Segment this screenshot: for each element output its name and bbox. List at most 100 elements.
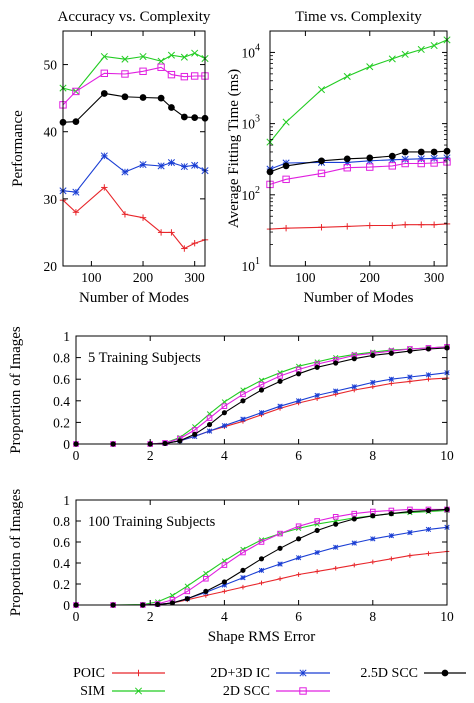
cdf5-ytick-label-1: 0.2 — [53, 415, 70, 430]
cdf100-point-2d-scc-5 — [184, 588, 191, 595]
accuracy-xtick-label-300: 300 — [185, 270, 206, 285]
cdf100-point-poic-11 — [296, 572, 301, 577]
cdf100-point-2d-3d-ic-15 — [370, 536, 376, 542]
cdf100-point-2d-3d-ic-9 — [258, 567, 265, 574]
cdf100-point-poic-17 — [407, 553, 413, 558]
accuracy-chart: 100 200 300 20 30 40 50 Accuracy vs. Complexity… — [10, 9, 211, 306]
cdf100-point-poic-9 — [259, 580, 264, 586]
cdf100-point-2d-3d-ic-12 — [314, 549, 320, 556]
accuracy-point-2d-3d-ic-4-d2 — [139, 161, 147, 169]
cdf5-ytick-label-4: 0.8 — [53, 351, 70, 366]
cdf5-point-2d-3d-ic-18-d2 — [425, 372, 432, 378]
accuracy-point-poic-7 — [181, 245, 188, 252]
cdf5-point-2d-scc-10-box — [277, 373, 283, 379]
time-point-poic-8 — [430, 221, 438, 228]
cdf5-point-2d-3d-ic-15 — [370, 379, 376, 386]
accuracy-point-sim-8 — [191, 49, 199, 57]
cdf100-point-2d-3d-ic-12-d2 — [314, 549, 320, 556]
cdf100-annotation: 100 Training Subjects — [88, 514, 216, 530]
cdf100-point-2-5d-scc-3-circle — [155, 601, 161, 608]
cdf5-point-2d-3d-ic-13 — [333, 388, 339, 394]
time-point-2-5d-scc-2 — [318, 157, 325, 165]
accuracy-point-2d-scc-2-box — [100, 69, 109, 77]
cdf100-point-2-5d-scc-10 — [277, 545, 283, 551]
time-line-poic — [269, 223, 448, 230]
legend-item-sim-marker-d2 — [134, 687, 143, 695]
accuracy-point-2d-3d-ic-6-d2 — [167, 159, 175, 167]
cdf100-point-2d-scc-7-box — [221, 562, 228, 568]
time-chart: 100 200 300 101 102 103 104 Time vs. Complexity… — [226, 9, 451, 306]
accuracy-point-sim-6 — [167, 51, 175, 59]
time-point-sim-3-d2 — [343, 72, 351, 80]
time-point-2-5d-scc-1 — [282, 162, 290, 170]
cdf100-point-2d-3d-ic-13 — [333, 544, 339, 550]
cdf100-xlabel: Shape RMS Error — [208, 629, 316, 645]
accuracy-point-poic-8 — [191, 239, 198, 247]
cdf5-xtick-label-6: 6 — [295, 448, 302, 463]
cdf5-point-2-5d-scc-9 — [258, 387, 265, 393]
accuracy-point-2-5d-scc-6 — [168, 104, 175, 111]
legend-item-2d-3d-ic: 2D+3D IC — [210, 666, 330, 681]
cdf100-point-2d-3d-ic-10-d2 — [277, 561, 283, 567]
cdf100-point-poic-12 — [314, 569, 320, 574]
time-point-poic-4 — [366, 222, 373, 229]
cdf5-point-2d-3d-ic-9 — [258, 410, 265, 416]
accuracy-point-2d-3d-ic-1 — [72, 188, 80, 196]
accuracy-ytick-label-3: 50 — [44, 58, 58, 73]
time-point-2d-scc-2-box — [317, 169, 326, 178]
cdf100-point-2-5d-scc-5-circle — [184, 596, 190, 602]
cdf100-ytick-label-4: 0.8 — [53, 514, 70, 529]
time-point-2-5d-scc-3-circle — [343, 155, 351, 163]
legend-item-2d-scc-marker-box — [299, 687, 307, 695]
cdf100-point-poic-8 — [240, 584, 246, 590]
cdf100-point-2-5d-scc-12 — [314, 527, 320, 534]
cdf5-point-2-5d-scc-4-circle — [177, 438, 183, 444]
cdf5-point-sim-11 — [295, 363, 302, 369]
cdf100-point-2-5d-scc-17-circle — [407, 508, 413, 515]
cdf100-point-poic-16 — [389, 556, 394, 562]
cdf5-point-2-5d-scc-5 — [192, 431, 198, 437]
accuracy-point-2-5d-scc-2 — [100, 90, 108, 97]
cdf5-point-sim-10-d2 — [277, 370, 283, 376]
time-point-2d-3d-ic-8 — [430, 154, 438, 162]
accuracy-point-2d-3d-ic-8-d2 — [191, 161, 199, 169]
cdf100-point-2d-3d-ic-13-d2 — [333, 544, 339, 550]
cdf100-point-sim-6 — [203, 570, 209, 577]
time-point-poic-7 — [418, 221, 425, 228]
cdf100-xtick-label-0: 0 — [73, 609, 80, 624]
legend-item-sim-label: SIM — [80, 684, 105, 699]
cdf5-point-2-5d-scc-18 — [425, 346, 432, 352]
accuracy-point-poic-5 — [157, 229, 165, 236]
cdf100-point-2d-scc-7 — [221, 562, 228, 568]
accuracy-frame — [62, 30, 206, 267]
cdf5-point-2-5d-scc-18-circle — [425, 346, 432, 352]
cdf5-point-poic-16 — [389, 381, 394, 386]
accuracy-ytick-label-2: 40 — [44, 125, 58, 140]
cdf5-point-2-5d-scc-13 — [333, 360, 339, 366]
time-title: Time vs. Complexity — [295, 9, 422, 25]
accuracy-ytick-label-1: 30 — [44, 192, 58, 207]
cdf100-point-2-5d-scc-6 — [203, 588, 209, 594]
cdf5-point-2-5d-scc-17 — [407, 348, 413, 354]
time-point-poic-6 — [401, 221, 409, 228]
accuracy-line-2d-scc — [62, 66, 205, 106]
time-point-2d-scc-5-box — [388, 162, 396, 170]
cdf100-point-2-5d-scc-9-circle — [258, 556, 265, 562]
time-point-2d-scc-6-box — [401, 159, 409, 168]
cdf5-point-2d-3d-ic-8-d2 — [240, 416, 246, 422]
time-point-sim-7 — [417, 45, 425, 54]
time-point-poic-1 — [282, 224, 290, 232]
accuracy-point-sim-5-d2 — [157, 57, 165, 65]
cdf100-point-2d-scc-13 — [332, 514, 339, 520]
cdf100-ytick-label-1: 0.2 — [53, 577, 70, 592]
cdf5-point-2-5d-scc-15-circle — [370, 352, 376, 359]
time-point-2d-3d-ic-6-d2 — [401, 155, 409, 163]
cdf5-point-2d-3d-ic-13-d2 — [333, 388, 339, 394]
cdf100-point-2-5d-scc-16 — [388, 511, 394, 517]
cdf5-ytick-label-5: 1 — [63, 329, 70, 344]
cdf5-point-2-5d-scc-10-circle — [277, 378, 283, 384]
time-point-sim-6-d2 — [401, 50, 409, 58]
accuracy-line-poic — [62, 186, 206, 250]
cdf100-point-2-5d-scc-14-circle — [351, 516, 357, 522]
cdf5-point-2-5d-scc-3-circle — [162, 440, 168, 447]
